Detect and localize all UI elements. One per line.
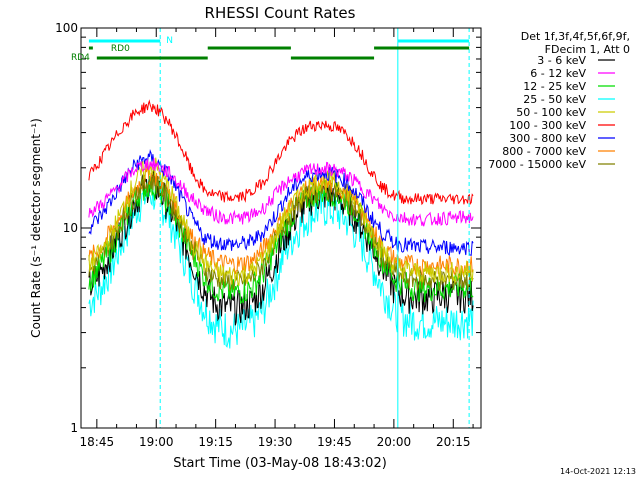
- timestamp: 14-Oct-2021 12:13: [560, 467, 636, 476]
- legend-header-line-2: FDecim 1, Att 0: [545, 43, 630, 56]
- legend-label: 50 - 100 keV: [516, 106, 586, 119]
- series-layer: [88, 99, 474, 349]
- x-axis-label: Start Time (03-May-08 18:43:02): [173, 456, 387, 471]
- chart-title: RHESSI Count Rates: [205, 4, 356, 22]
- flag-label-n: N: [166, 36, 173, 46]
- series-line-300-800-kev: [88, 148, 474, 256]
- y-axis-label: Count Rate (s⁻¹ detector segment⁻¹): [29, 118, 43, 338]
- x-tick-label: 18:45: [80, 435, 115, 449]
- axes-layer: 18:45 19:00 19:15 19:30 19:45 20:00 20:15 1 10 10…: [55, 21, 481, 449]
- series-line-100-300-kev: [88, 99, 474, 206]
- flag-label-rd4: RD4: [71, 53, 90, 63]
- legend-label: 7000 - 15000 keV: [488, 158, 586, 171]
- series-line-6-12-kev: [88, 158, 474, 227]
- y-tick-label: 100: [55, 21, 78, 35]
- legend-label: 6 - 12 keV: [530, 67, 586, 80]
- plot-area: [88, 28, 474, 428]
- legend-label: 3 - 6 keV: [537, 54, 586, 67]
- x-tick-label: 19:15: [198, 435, 233, 449]
- x-tick-label: 19:45: [317, 435, 352, 449]
- legend-label: 25 - 50 keV: [523, 93, 586, 106]
- series-line-50-100-kev: [88, 157, 474, 286]
- flag-label-rd0: RD0: [111, 44, 130, 54]
- legend-label: 100 - 300 keV: [509, 119, 586, 132]
- series-line-7000-15000-kev: [88, 173, 474, 292]
- y-tick-label: 10: [63, 221, 78, 235]
- legend-label: 800 - 7000 keV: [502, 145, 586, 158]
- legend-label: 12 - 25 keV: [523, 80, 586, 93]
- y-tick-label: 1: [70, 421, 78, 435]
- annotation-layer: [88, 28, 470, 428]
- legend-header-line-1: Det 1f,3f,4f,5f,6f,9f,: [521, 30, 630, 43]
- legend-label: 300 - 800 keV: [509, 132, 586, 145]
- x-tick-label: 20:00: [377, 435, 412, 449]
- x-tick-label: 19:30: [258, 435, 293, 449]
- x-tick-label: 20:15: [436, 435, 471, 449]
- series-line-3-6-kev: [88, 169, 474, 326]
- x-tick-label: 19:00: [139, 435, 174, 449]
- legend: Det 1f,3f,4f,5f,6f,9f, FDecim 1, Att 0 3…: [488, 30, 630, 171]
